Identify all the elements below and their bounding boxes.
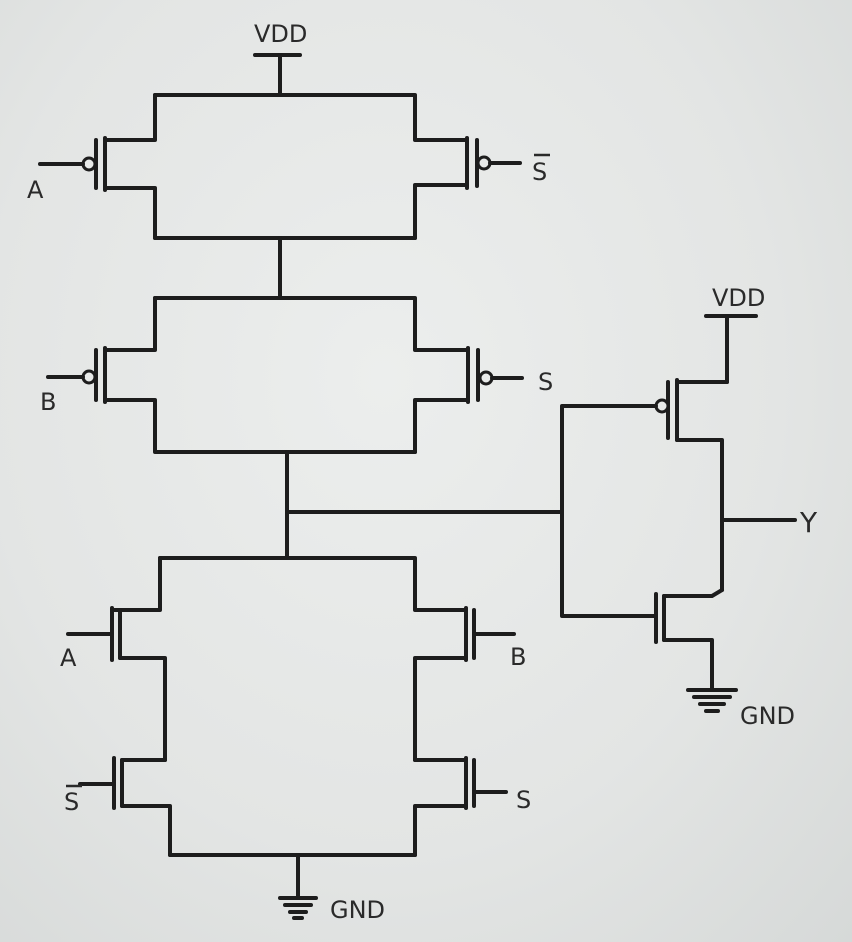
output-label-y: Y xyxy=(799,506,818,539)
gnd-label-left: GND xyxy=(330,896,385,924)
vdd-label-left: VDD xyxy=(254,20,307,48)
nmos-s: S xyxy=(413,756,531,857)
input-label-a-top: A xyxy=(27,176,44,204)
input-label-s-mid: S xyxy=(538,368,553,396)
nmos-a: A xyxy=(60,556,468,762)
input-label-s-bar-top: S xyxy=(532,158,547,186)
pmos-b: B xyxy=(40,296,470,454)
input-label-b-bottom: B xyxy=(510,643,526,671)
pmos-a: A xyxy=(27,93,469,240)
input-label-a-bottom: A xyxy=(60,644,77,672)
input-label-s-bar-bottom: S xyxy=(64,788,79,816)
input-label-b-mid: B xyxy=(40,388,56,416)
pmos-s: S xyxy=(413,346,553,454)
inverter-pmos: VDD xyxy=(560,284,765,618)
nmos-b: B xyxy=(413,606,526,762)
gnd-label-right: GND xyxy=(740,702,795,730)
gnd-symbol-right: GND xyxy=(686,688,795,730)
vdd-label-right: VDD xyxy=(712,284,765,312)
nmos-s-bar: S xyxy=(64,756,172,857)
input-label-s-bottom: S xyxy=(516,786,531,814)
inverter-nmos xyxy=(654,588,724,692)
pmos-s-bar: S xyxy=(413,136,550,240)
gnd-symbol-left: GND xyxy=(278,853,385,924)
vdd-rail-left: VDD xyxy=(253,20,307,97)
output-y: Y xyxy=(720,506,818,539)
